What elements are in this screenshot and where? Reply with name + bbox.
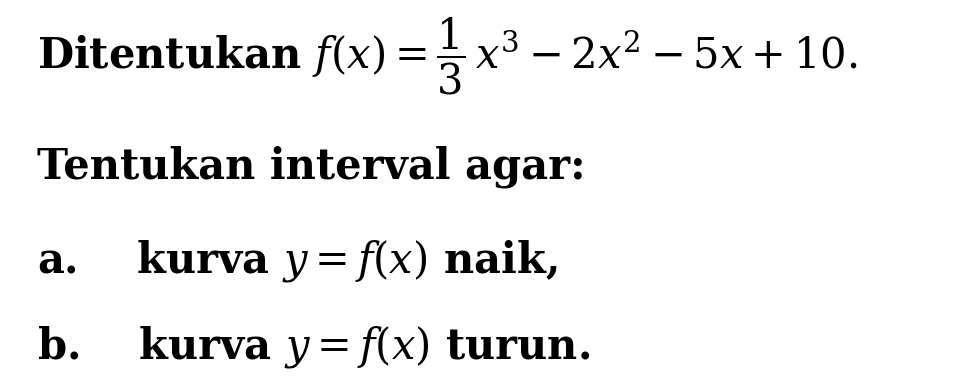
Text: a.    kurva $y = f(x)$ naik,: a. kurva $y = f(x)$ naik, [37,238,558,284]
Text: Ditentukan $f(x) = \dfrac{1}{3}\,x^3 - 2x^2 - 5x + 10.$: Ditentukan $f(x) = \dfrac{1}{3}\,x^3 - 2… [37,16,858,97]
Text: b.    kurva $y = f(x)$ turun.: b. kurva $y = f(x)$ turun. [37,324,590,370]
Text: Tentukan interval agar:: Tentukan interval agar: [37,145,586,188]
